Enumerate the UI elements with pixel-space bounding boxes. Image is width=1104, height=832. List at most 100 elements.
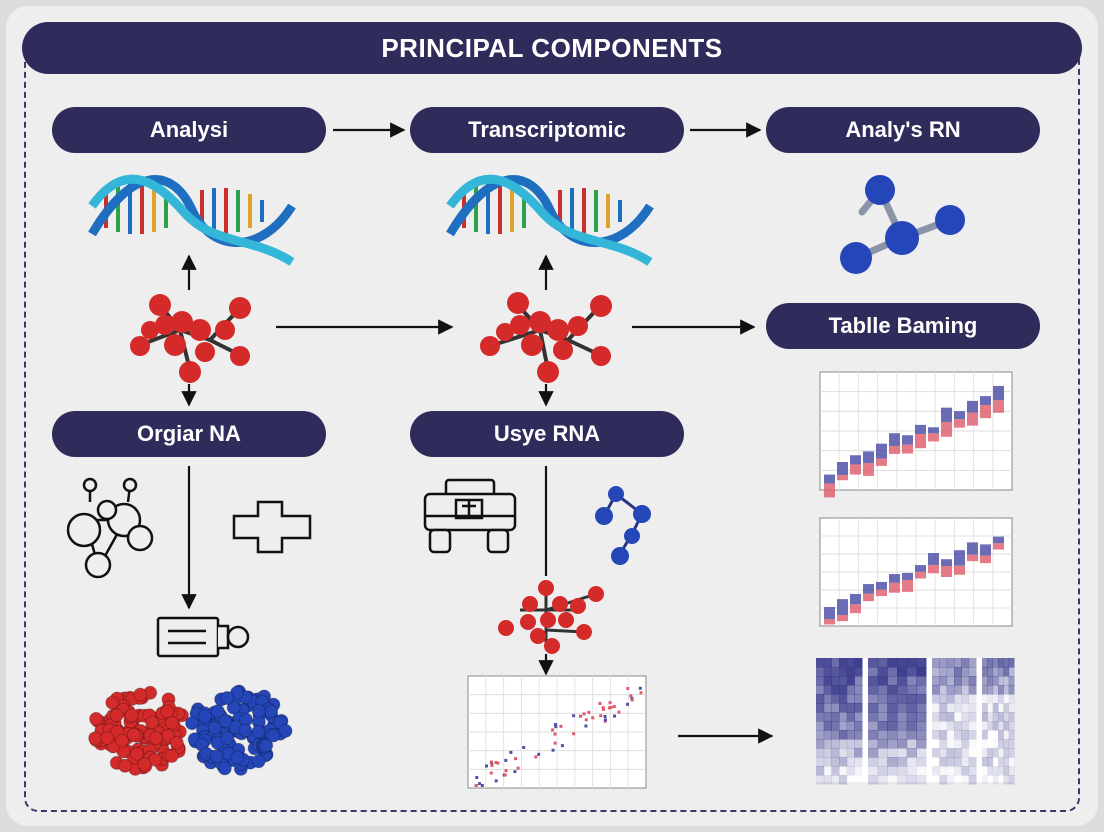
range-box-blue [980,396,991,406]
heat-cell [1008,694,1015,704]
heat-cell [1003,667,1010,677]
heat-cell [831,730,840,740]
heat-cell [998,658,1004,668]
scatter-point [490,763,494,767]
heat-cell [1008,757,1015,767]
cluster-bead [115,733,129,748]
chart-range-2 [819,517,1013,627]
range-box-red [837,615,848,622]
cluster-bead [124,708,139,723]
range-box-blue [941,559,952,567]
cluster-bead [238,723,253,738]
heat-cell [897,694,908,704]
cluster-bead [169,735,184,750]
heat-cell [1003,703,1010,713]
node-analys-rn[interactable]: Analy's RN [766,107,1040,153]
heat-cell [982,730,988,740]
heat-cell [987,721,994,731]
heat-cell [823,685,832,695]
scatter-point [579,714,582,718]
heat-cell [823,730,832,740]
heat-cell [846,730,855,740]
heat-cell [877,685,888,695]
heat-cell [987,712,994,722]
heat-cell [816,766,825,776]
cluster-bead [185,716,200,731]
node-analysi[interactable]: Analysi [52,107,326,153]
heat-cell [982,748,988,758]
heat-cell [887,766,898,776]
heat-cell [998,757,1004,767]
heat-cell [939,658,948,668]
heat-cell [939,757,948,767]
heat-cell [992,766,999,776]
range-box-red [850,604,861,614]
heat-cell [916,658,927,668]
heat-cell [854,658,863,668]
node-tablle-baming[interactable]: Tablle Baming [766,303,1040,349]
heat-cell [854,748,863,758]
scatter-point [474,784,478,787]
heat-cell [939,676,948,686]
heat-cell [831,658,840,668]
range-box-red [837,475,848,481]
heat-cell [968,766,977,776]
cluster-bead [129,746,144,761]
node-usye-rna[interactable]: Usye RNA [410,411,684,457]
range-box-blue [876,443,887,459]
heat-cell [916,748,927,758]
heat-cell [839,712,848,722]
scatter-point [612,705,616,708]
scatter-point [494,779,498,783]
heat-cell [946,748,955,758]
heat-cell [906,775,917,785]
heat-cell [954,694,962,704]
heat-cell [932,712,940,722]
heat-cell [939,739,948,749]
heat-cell [947,766,955,776]
heat-cell [839,739,848,749]
heat-cell [992,748,999,758]
heat-cell [823,766,832,776]
heat-cell [982,676,988,686]
cluster-bead [88,731,103,746]
heat-cell [998,730,1004,740]
cluster-bead [118,758,132,773]
heat-cell [982,685,988,695]
heat-cell [823,739,832,749]
heat-cell [816,739,825,749]
heat-cell [932,685,940,695]
cluster-bead [207,720,222,735]
heat-cell [916,739,927,749]
node-orgiar-na[interactable]: Orgiar NA [52,411,326,457]
range-box-red [850,464,861,475]
heat-cell [968,712,977,722]
heat-cell [897,676,908,686]
heat-cell [846,721,855,731]
scatter-point [478,782,482,786]
heat-cell [982,703,988,713]
heat-cell [939,694,948,704]
heat-cell [846,658,855,668]
cluster-bead [105,695,120,710]
cluster-bead [164,749,179,763]
cluster-bead [217,761,232,776]
heat-cell [932,676,940,686]
heat-cell [816,730,825,740]
heat-cell [839,685,848,695]
heat-cell [968,703,977,713]
heat-cell [823,676,832,686]
node-transcriptomic[interactable]: Transcriptomic [410,107,684,153]
range-box-blue [837,599,848,616]
heat-cell [932,667,940,677]
heat-cell [1003,775,1010,785]
heat-cell [868,676,879,686]
scatter-point [639,691,643,695]
range-box-red [863,463,874,476]
scatter-point [514,757,518,761]
heat-cell [887,685,898,695]
